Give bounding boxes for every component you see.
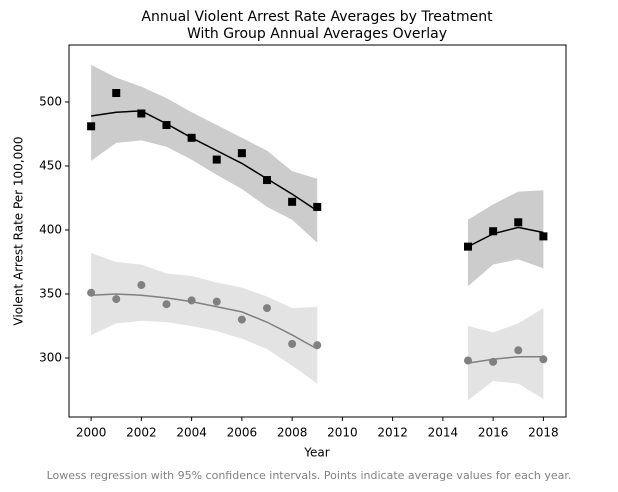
lowess-line <box>467 355 544 364</box>
point <box>87 122 96 131</box>
point <box>313 202 322 211</box>
point <box>464 242 473 251</box>
plot-frame <box>68 44 567 418</box>
lowess-line <box>90 110 318 212</box>
lowess-line <box>467 226 544 248</box>
point <box>187 296 196 305</box>
point <box>539 355 548 364</box>
y-tick-label: 450 <box>39 158 62 172</box>
x-tick-label: 2010 <box>327 426 358 440</box>
confidence-band <box>91 253 318 384</box>
confidence-band <box>468 308 544 401</box>
point <box>162 121 171 130</box>
x-tick-label: 2006 <box>227 426 258 440</box>
point <box>137 281 146 290</box>
point <box>212 155 221 164</box>
point <box>262 176 271 185</box>
x-tick-label: 2004 <box>176 426 207 440</box>
point <box>514 346 523 355</box>
y-tick-label: 300 <box>39 350 62 364</box>
point <box>112 89 121 98</box>
point <box>237 315 246 324</box>
lowess-line <box>91 293 318 350</box>
point <box>489 227 498 236</box>
caption: Lowess regression with 95% confidence in… <box>47 469 572 482</box>
point <box>514 218 523 227</box>
y-tick-label: 500 <box>39 94 62 108</box>
x-tick-label: 2008 <box>277 426 308 440</box>
point <box>489 357 498 366</box>
point <box>539 232 548 241</box>
x-tick-label: 2012 <box>377 426 408 440</box>
x-tick-label: 2000 <box>76 426 107 440</box>
point <box>288 339 297 348</box>
chart-title: Annual Violent Arrest Rate Averages by T… <box>141 9 493 25</box>
point <box>288 197 297 206</box>
x-axis-label: Year <box>303 446 329 460</box>
confidence-band <box>91 64 318 243</box>
point <box>313 341 322 350</box>
x-tick-label: 2016 <box>478 426 509 440</box>
point <box>112 295 121 304</box>
chart-subtitle: With Group Annual Averages Overlay <box>187 26 447 42</box>
x-tick-label: 2002 <box>126 426 157 440</box>
confidence-band <box>468 190 544 287</box>
point <box>262 304 271 313</box>
y-tick-label: 350 <box>39 286 62 300</box>
point <box>212 297 221 306</box>
point <box>162 300 171 309</box>
point <box>464 356 473 365</box>
point <box>187 133 196 142</box>
y-axis-label: Violent Arrest Rate Per 100,000 <box>12 136 26 325</box>
y-tick-label: 400 <box>39 222 62 236</box>
x-tick-label: 2014 <box>428 426 459 440</box>
point <box>137 109 146 118</box>
point <box>87 288 96 297</box>
point <box>237 149 246 158</box>
x-tick-label: 2018 <box>528 426 559 440</box>
